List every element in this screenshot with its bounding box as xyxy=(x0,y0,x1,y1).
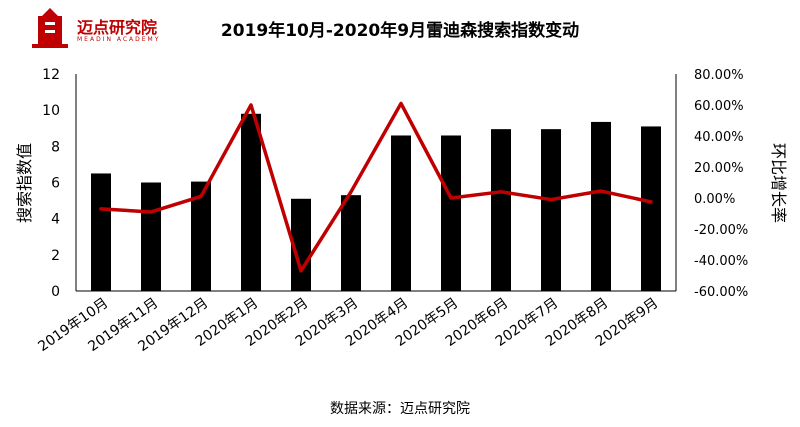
line-point xyxy=(299,269,303,273)
growth-line-series xyxy=(99,101,653,273)
bar xyxy=(541,129,561,291)
y2-tick-label: 20.00% xyxy=(694,161,744,176)
line-point xyxy=(449,196,453,200)
chart-title: 2019年10月-2020年9月雷迪森搜索指数变动 xyxy=(220,21,580,41)
bar xyxy=(241,113,261,292)
y-tick-label: 12 xyxy=(42,67,60,83)
bar-series xyxy=(91,113,661,292)
bar xyxy=(441,135,461,291)
bar xyxy=(491,129,511,291)
y-tick-label: 2 xyxy=(51,248,60,264)
growth-line xyxy=(99,101,653,273)
y2-axis-title: 环比增长率 xyxy=(769,143,788,223)
bar xyxy=(641,126,661,291)
y2-tick-label: 60.00% xyxy=(694,99,744,114)
bar xyxy=(341,195,361,291)
y2-tick-label: -40.00% xyxy=(694,254,748,269)
y2-tick-label: -20.00% xyxy=(694,223,748,238)
line-point xyxy=(399,101,403,105)
bar xyxy=(291,198,311,291)
source-note: 数据来源：迈点研究院 xyxy=(330,401,470,417)
line-point xyxy=(349,190,353,194)
bar xyxy=(191,181,211,291)
y2-tick-label: 40.00% xyxy=(694,130,744,145)
y-tick-label: 0 xyxy=(51,284,60,300)
lighthouse-icon xyxy=(32,8,68,48)
brand-name: 迈点研究院 xyxy=(77,18,158,37)
bar xyxy=(591,121,611,291)
bar xyxy=(91,173,111,291)
line-point xyxy=(249,103,253,107)
y-axis-title: 搜索指数值 xyxy=(15,143,34,223)
y-tick-label: 4 xyxy=(51,212,60,228)
bar xyxy=(141,182,161,291)
chart-axes xyxy=(75,74,677,292)
line-point xyxy=(199,194,203,198)
line-point xyxy=(99,207,103,211)
brand-logo: 迈点研究院 MEADIN ACADEMY xyxy=(28,6,188,52)
bar xyxy=(391,135,411,291)
y-tick-label: 8 xyxy=(51,139,60,155)
y2-tick-label: 80.00% xyxy=(694,68,744,83)
line-point xyxy=(549,198,553,202)
line-point xyxy=(599,189,603,193)
y-tick-label: 10 xyxy=(42,103,60,119)
y2-tick-label: 0.00% xyxy=(694,192,735,207)
brand-subtitle: MEADIN ACADEMY xyxy=(77,36,161,43)
y2-tick-label: -60.00% xyxy=(694,285,748,300)
line-point xyxy=(499,190,503,194)
line-point xyxy=(649,200,653,204)
y-tick-label: 6 xyxy=(51,176,60,192)
line-point xyxy=(149,210,153,214)
